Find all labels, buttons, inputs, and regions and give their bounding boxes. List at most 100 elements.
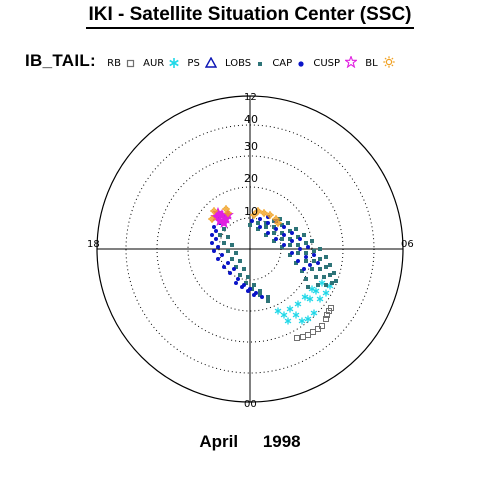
legend-label-cusp: CUSP bbox=[313, 58, 341, 69]
cap-point bbox=[216, 245, 220, 249]
rb-point bbox=[294, 335, 300, 341]
tick-label-r40: 40 bbox=[244, 113, 258, 126]
cap-point bbox=[290, 231, 294, 235]
cap-point bbox=[234, 281, 238, 285]
aur-point bbox=[280, 311, 288, 319]
asterisk-icon bbox=[169, 58, 180, 68]
legend-item-bl: BL bbox=[365, 51, 395, 70]
legend-item-lobs: LOBS bbox=[225, 51, 264, 70]
lobs-point bbox=[324, 265, 328, 269]
cap-point bbox=[312, 253, 316, 257]
lobs-point bbox=[238, 273, 242, 277]
lobs-point bbox=[300, 269, 304, 273]
rb-point bbox=[310, 329, 316, 335]
lobs-point bbox=[222, 241, 226, 245]
lobs-point bbox=[304, 259, 308, 263]
lobs-point bbox=[310, 267, 314, 271]
cap-point bbox=[266, 221, 270, 225]
cap-point bbox=[282, 233, 286, 237]
cusp-point bbox=[218, 216, 230, 228]
cap-point bbox=[266, 215, 270, 219]
angle-label-00: 00 bbox=[244, 399, 257, 410]
lobs-point bbox=[256, 227, 260, 231]
aur-point bbox=[292, 311, 300, 319]
aur-point bbox=[294, 300, 302, 308]
cap-point bbox=[290, 239, 294, 243]
lobs-point bbox=[258, 293, 262, 297]
lobs-point bbox=[314, 275, 318, 279]
bl-point bbox=[208, 215, 216, 223]
dot-icon bbox=[298, 61, 304, 67]
cap-point bbox=[212, 249, 216, 253]
aur-point bbox=[284, 317, 292, 325]
aur-point bbox=[298, 317, 306, 325]
aur-point bbox=[304, 315, 312, 323]
cap-point bbox=[260, 295, 264, 299]
lobs-point bbox=[222, 227, 226, 231]
angle-label-12: 12 bbox=[244, 92, 257, 103]
lobs-point bbox=[286, 221, 290, 225]
lobs-point bbox=[252, 283, 256, 287]
cap-point bbox=[226, 261, 230, 265]
cap-point bbox=[266, 231, 270, 235]
cap-point bbox=[258, 225, 262, 229]
lobs-point bbox=[272, 225, 276, 229]
legend-item-aur: AUR bbox=[143, 51, 180, 70]
lobs-point bbox=[306, 285, 310, 289]
data-points bbox=[208, 205, 338, 341]
rb-point bbox=[323, 316, 329, 322]
lobs-point bbox=[318, 267, 322, 271]
lobs-point bbox=[244, 281, 248, 285]
bl-point bbox=[250, 211, 258, 219]
lobs-point bbox=[318, 247, 322, 251]
lobs-point bbox=[288, 253, 292, 257]
cap-point bbox=[290, 251, 294, 255]
legend: IB_TAIL: RB AUR PS LOBS CAP CUSP BL bbox=[25, 51, 398, 71]
cap-point bbox=[236, 277, 240, 281]
rb-point bbox=[300, 334, 306, 340]
aur-point bbox=[306, 295, 314, 303]
lobs-point bbox=[288, 237, 292, 241]
aur-point bbox=[310, 309, 318, 317]
lobs-point bbox=[288, 243, 292, 247]
lobs-point bbox=[258, 289, 262, 293]
lobs-point bbox=[226, 235, 230, 239]
cap-point bbox=[210, 233, 214, 237]
cap-point bbox=[298, 247, 302, 251]
polar-grid bbox=[96, 95, 404, 403]
lobs-point bbox=[288, 229, 292, 233]
square-icon bbox=[126, 59, 135, 68]
aur-point bbox=[301, 293, 309, 301]
angle-label-06: 06 bbox=[401, 239, 414, 250]
date-caption: April 1998 bbox=[0, 432, 500, 452]
lobs-point bbox=[242, 267, 246, 271]
lobs-point bbox=[322, 275, 326, 279]
lobs-point bbox=[304, 277, 308, 281]
aur-point bbox=[286, 305, 294, 313]
legend-category: IB_TAIL: bbox=[25, 51, 97, 70]
cap-point bbox=[302, 267, 306, 271]
cap-point bbox=[214, 237, 218, 241]
year-label: 1998 bbox=[262, 432, 301, 451]
lobs-point bbox=[318, 257, 322, 261]
legend-label-bl: BL bbox=[365, 58, 378, 69]
lobs-point bbox=[316, 283, 320, 287]
cap-point bbox=[274, 237, 278, 241]
cap-point bbox=[220, 253, 224, 257]
lobs-point bbox=[280, 223, 284, 227]
lobs-point bbox=[234, 251, 238, 255]
lobs-point bbox=[312, 259, 316, 263]
cap-point bbox=[308, 263, 312, 267]
chart-title: IKI - Satellite Situation Center (SSC) bbox=[0, 4, 500, 29]
aur-point bbox=[322, 289, 330, 297]
aur-point bbox=[274, 307, 282, 315]
lobs-point bbox=[328, 263, 332, 267]
bl-point bbox=[266, 211, 274, 219]
legend-item-ps: PS bbox=[187, 51, 218, 70]
aur-point bbox=[316, 295, 324, 303]
sun-icon bbox=[383, 56, 395, 68]
axis-labels: 10 20 30 40 12 06 00 18 bbox=[87, 92, 414, 410]
cap-point bbox=[210, 241, 214, 245]
cap-point bbox=[252, 293, 256, 297]
